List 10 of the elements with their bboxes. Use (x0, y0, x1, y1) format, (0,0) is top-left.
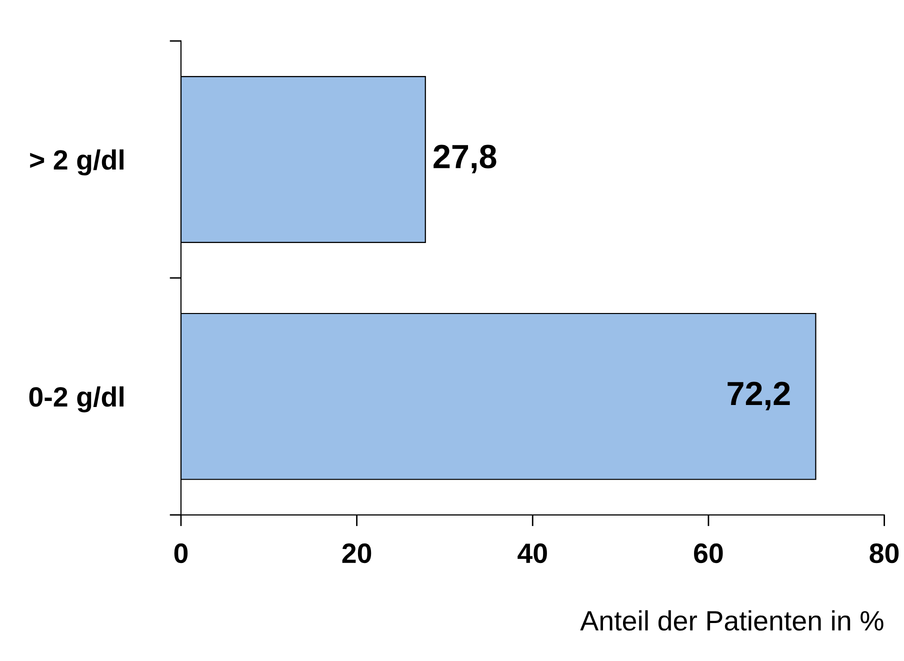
x-tick-label: 40 (518, 543, 547, 564)
x-tick-label: 60 (694, 543, 723, 564)
data-label: 27,8 (434, 144, 496, 174)
y-tick-label: > 2 g/dl (30, 149, 124, 176)
x-tick-label: 80 (870, 543, 899, 564)
x-tick-label: 0 (174, 543, 188, 564)
x-tick-label: 20 (342, 543, 372, 564)
y-tick-label: 0-2 g/dl (29, 386, 124, 412)
x-axis-title: Anteil der Patienten in % (580, 610, 884, 631)
data-label: 72,2 (728, 382, 790, 410)
